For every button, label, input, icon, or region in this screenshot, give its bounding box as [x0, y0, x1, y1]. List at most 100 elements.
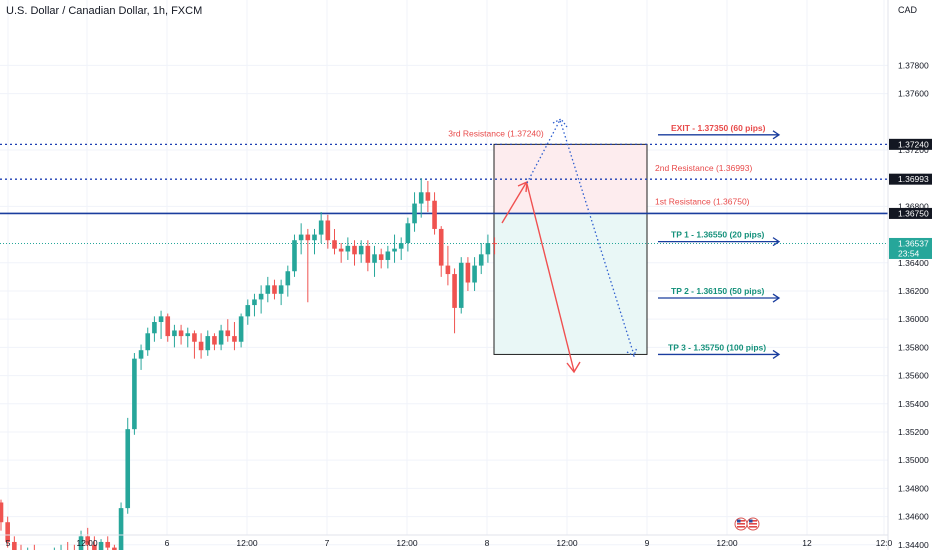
candle-body	[0, 502, 4, 523]
candle-body	[298, 234, 304, 241]
price-tick-label: 1.37800	[898, 60, 929, 70]
price-tick-label: 1.35600	[898, 371, 929, 381]
currency-label: CAD	[898, 5, 918, 15]
candle	[285, 265, 291, 297]
candle	[278, 279, 284, 306]
candle	[60, 544, 62, 550]
candle-body	[232, 336, 237, 342]
candle	[125, 417, 131, 514]
candle	[418, 178, 424, 218]
candle	[20, 544, 22, 550]
candle-body	[85, 536, 91, 545]
candle	[485, 234, 491, 263]
candle	[465, 257, 471, 291]
candle	[365, 240, 371, 272]
candle	[192, 330, 197, 359]
us-flag-icon[interactable]	[746, 517, 760, 531]
candle	[152, 316, 157, 342]
candle	[205, 330, 211, 356]
target-arrowhead	[772, 293, 781, 303]
candle	[118, 502, 124, 550]
price-label-box	[889, 173, 932, 185]
us-flag-icon[interactable]	[734, 517, 748, 531]
candle-body	[92, 544, 97, 550]
resistance-1-label: 1st Resistance (1.36750)	[655, 196, 750, 206]
candle	[425, 181, 431, 213]
candle	[305, 228, 311, 303]
candle	[345, 237, 351, 260]
candle-body	[405, 223, 411, 244]
candle	[178, 324, 184, 345]
candle-body	[425, 192, 431, 201]
candle	[12, 536, 17, 550]
price-tick-label: 1.35000	[898, 455, 929, 465]
candle-body	[278, 285, 284, 294]
target-arrowhead	[772, 237, 781, 247]
time-tick-label: 5	[6, 538, 11, 548]
price-tick-label: 1.34800	[898, 483, 929, 493]
candle-body	[378, 254, 384, 260]
candle	[358, 240, 364, 263]
price-tick-label: 1.35200	[898, 427, 929, 437]
candle-body	[272, 285, 277, 294]
candle	[392, 234, 397, 263]
tp2-label: TP 2 - 1.36150 (50 pips)	[671, 286, 765, 296]
price-label: 23:54	[898, 248, 920, 258]
candle	[372, 245, 377, 277]
candle-body	[105, 541, 111, 548]
candle	[252, 293, 257, 317]
candle-body	[265, 285, 271, 294]
candle-body	[12, 541, 17, 550]
candle	[172, 324, 177, 348]
chart-title: U.S. Dollar / Canadian Dollar, 1h, FXCM	[6, 5, 203, 17]
candle-body	[478, 254, 484, 266]
candle-body	[392, 248, 397, 252]
candle	[412, 192, 417, 232]
candle-body	[78, 536, 84, 550]
time-tick-label: 12:00	[76, 538, 98, 548]
candle	[352, 240, 357, 266]
candle-body	[238, 316, 244, 342]
candle-body	[372, 254, 377, 263]
candle-body	[172, 330, 177, 337]
candle-body	[398, 243, 404, 249]
time-tick-label: 12	[802, 538, 812, 548]
candle-body	[138, 350, 144, 359]
candle	[85, 527, 91, 550]
candle	[185, 327, 191, 348]
candle-body	[358, 245, 364, 255]
price-axis: 1.37800 1.37600 1.37200 1.36800 1.36400 1.362…	[887, 0, 932, 550]
candles	[0, 178, 497, 550]
candle	[112, 544, 117, 550]
candle-body	[305, 234, 311, 241]
candle-body	[178, 330, 184, 337]
candle-body	[192, 333, 197, 342]
candle-body	[325, 220, 331, 241]
candle	[67, 541, 69, 550]
candle-body	[485, 243, 491, 255]
candle-body	[432, 200, 437, 229]
candle	[472, 257, 477, 291]
candle	[33, 544, 35, 550]
price-tick-label: 1.36800	[898, 201, 929, 211]
candle-body	[252, 299, 257, 306]
tp3-label: TP 3 - 1.35750 (100 pips)	[668, 342, 766, 352]
price-label-box	[889, 207, 932, 219]
candle	[145, 327, 151, 356]
candle-body	[352, 245, 357, 255]
price-tick-label: 1.37200	[898, 145, 929, 155]
candle	[325, 214, 331, 249]
time-tick-label: 6	[165, 538, 170, 548]
candle	[73, 544, 75, 550]
candle-body	[438, 228, 444, 266]
candle	[265, 276, 271, 303]
candle	[332, 228, 337, 255]
candle	[5, 516, 10, 548]
time-tick-label: 12:00	[396, 538, 418, 548]
red-path-up	[501, 182, 527, 224]
candle-body	[212, 336, 217, 345]
price-tick-label: 1.34600	[898, 512, 929, 522]
price-tick-label: 1.35800	[898, 342, 929, 352]
candle	[258, 285, 264, 314]
